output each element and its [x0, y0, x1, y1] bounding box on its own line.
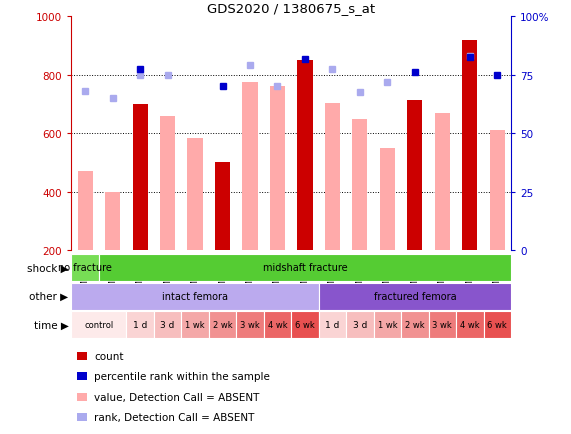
Bar — [270, 87, 285, 250]
Bar — [291, 312, 319, 339]
Text: control: control — [85, 321, 114, 329]
Bar — [105, 192, 120, 250]
Text: 3 wk: 3 wk — [432, 321, 452, 329]
Bar — [243, 83, 258, 250]
Bar — [401, 312, 429, 339]
Text: 2 wk: 2 wk — [213, 321, 232, 329]
Bar — [132, 105, 148, 250]
Text: 1 d: 1 d — [133, 321, 147, 329]
Text: midshaft fracture: midshaft fracture — [263, 263, 347, 273]
Bar — [380, 148, 395, 250]
Text: 1 wk: 1 wk — [377, 321, 397, 329]
Bar — [407, 100, 423, 250]
Bar — [429, 312, 456, 339]
Text: rank, Detection Call = ABSENT: rank, Detection Call = ABSENT — [94, 412, 255, 422]
Text: 4 wk: 4 wk — [460, 321, 480, 329]
Bar — [182, 312, 209, 339]
Bar — [346, 312, 373, 339]
Bar — [154, 312, 182, 339]
Text: 4 wk: 4 wk — [268, 321, 287, 329]
Bar — [463, 41, 477, 250]
Bar — [71, 283, 319, 310]
Bar — [71, 312, 126, 339]
Text: no fracture: no fracture — [58, 263, 112, 273]
Bar — [187, 138, 203, 250]
Bar — [236, 312, 264, 339]
Text: 1 d: 1 d — [325, 321, 340, 329]
Bar — [373, 312, 401, 339]
Text: other ▶: other ▶ — [29, 292, 69, 301]
Bar — [209, 312, 236, 339]
Bar — [71, 254, 99, 281]
Text: fractured femora: fractured femora — [373, 292, 456, 301]
Text: 3 d: 3 d — [160, 321, 175, 329]
Bar — [297, 61, 312, 250]
Bar — [484, 312, 511, 339]
Text: 3 wk: 3 wk — [240, 321, 260, 329]
Bar — [352, 119, 368, 250]
Title: GDS2020 / 1380675_s_at: GDS2020 / 1380675_s_at — [207, 2, 375, 15]
Bar — [78, 172, 93, 250]
Text: time ▶: time ▶ — [34, 320, 69, 330]
Bar — [160, 116, 175, 250]
Bar — [126, 312, 154, 339]
Text: 1 wk: 1 wk — [185, 321, 205, 329]
Text: count: count — [94, 351, 124, 361]
Text: shock ▶: shock ▶ — [27, 263, 69, 273]
Bar — [456, 312, 484, 339]
Text: 2 wk: 2 wk — [405, 321, 425, 329]
Text: 6 wk: 6 wk — [295, 321, 315, 329]
Text: intact femora: intact femora — [162, 292, 228, 301]
Text: 3 d: 3 d — [353, 321, 367, 329]
Text: 6 wk: 6 wk — [488, 321, 507, 329]
Bar — [319, 312, 346, 339]
Bar — [435, 114, 450, 250]
Text: percentile rank within the sample: percentile rank within the sample — [94, 372, 270, 381]
Bar — [319, 283, 511, 310]
Bar — [264, 312, 291, 339]
Text: value, Detection Call = ABSENT: value, Detection Call = ABSENT — [94, 392, 260, 401]
Bar — [215, 163, 230, 250]
Bar — [325, 103, 340, 250]
Bar — [490, 131, 505, 250]
